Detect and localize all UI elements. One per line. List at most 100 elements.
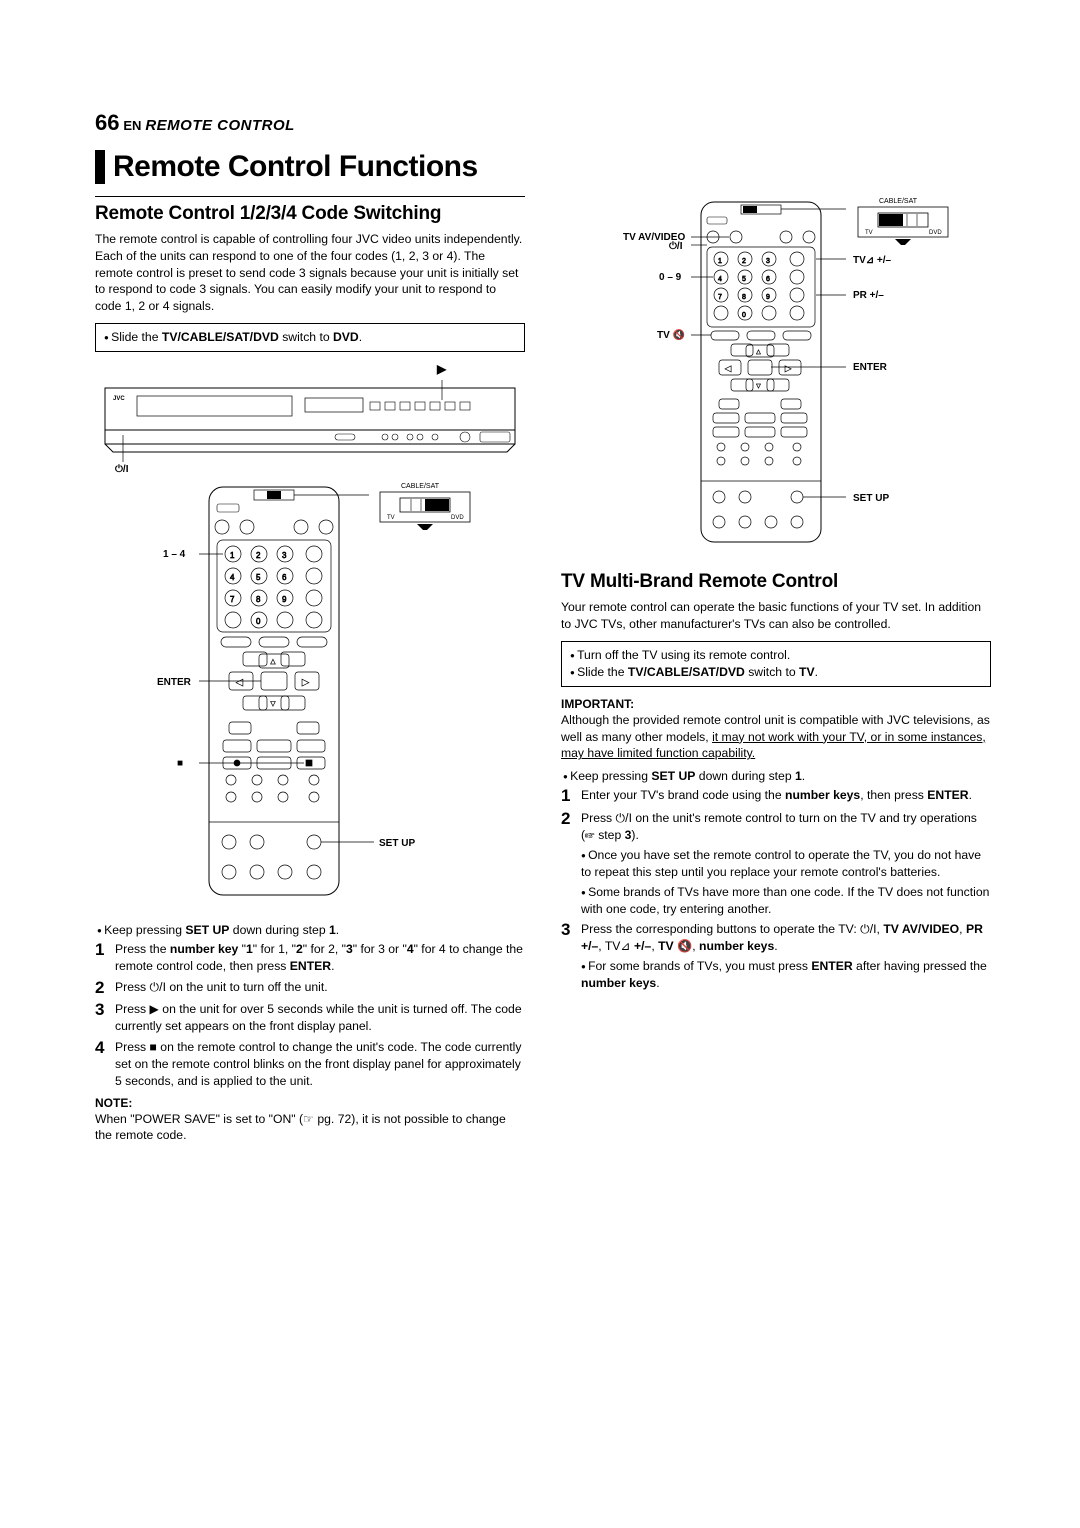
step-number: 2: [95, 979, 115, 998]
right-steps: Keep pressing SET UP down during step 1.…: [561, 768, 991, 992]
svg-text:CABLE/SAT: CABLE/SAT: [401, 483, 440, 490]
svg-text:1: 1: [230, 551, 235, 560]
right-intro: Your remote control can operate the basi…: [561, 599, 991, 633]
step-body: Press ⏻/I on the unit to turn off the un…: [115, 979, 525, 998]
step-number: 3: [95, 1001, 115, 1035]
step-number: 3: [561, 921, 581, 955]
label-setup-r: SET UP: [853, 493, 889, 504]
step-2: 2 Press ⏻/I on the unit to turn off the …: [95, 979, 525, 998]
step-3: 3 Press the corresponding buttons to ope…: [561, 921, 991, 955]
step-4: 4 Press ■ on the remote control to chang…: [95, 1039, 525, 1089]
svg-text:9: 9: [766, 294, 770, 301]
step-number: 1: [561, 787, 581, 806]
box-bold: TV/CABLE/SAT/DVD: [162, 330, 279, 344]
svg-text:5: 5: [256, 573, 261, 582]
box-text: .: [359, 330, 362, 344]
switch-zoom-left: CABLE/SAT TV DVD: [375, 480, 475, 530]
right-diagram: 1 2 3 4 5 6 7 8 9 0: [561, 197, 991, 557]
play-icon: ▶: [437, 362, 446, 376]
svg-text:CABLE/SAT: CABLE/SAT: [879, 198, 918, 205]
label-1-4: 1 – 4: [163, 549, 185, 560]
step-number: 1: [95, 941, 115, 975]
unit-drawing: JVC: [95, 380, 525, 470]
svg-text:DVD: DVD: [451, 515, 464, 521]
svg-text:▼: ▼: [269, 699, 277, 708]
left-steps: Keep pressing SET UP down during step 1.…: [95, 922, 525, 1089]
svg-text:4: 4: [718, 276, 722, 283]
svg-text:6: 6: [766, 276, 770, 283]
svg-text:◀: ◀: [725, 364, 732, 373]
box-text: Slide the: [111, 330, 162, 344]
svg-text:6: 6: [282, 573, 287, 582]
svg-text:5: 5: [742, 276, 746, 283]
svg-text:◀: ◀: [236, 677, 243, 687]
svg-text:DVD: DVD: [929, 230, 942, 236]
svg-text:3: 3: [282, 551, 287, 560]
svg-text:9: 9: [282, 595, 287, 604]
label-0-9: 0 – 9: [659, 272, 681, 283]
svg-text:1: 1: [718, 258, 722, 265]
step-body: Press ■ on the remote control to change …: [115, 1039, 525, 1089]
svg-text:7: 7: [718, 294, 722, 301]
left-diagram: ▶ JVC: [95, 362, 525, 912]
svg-text:JVC: JVC: [113, 396, 125, 402]
note-heading: NOTE:: [95, 1096, 525, 1110]
svg-text:TV: TV: [387, 515, 395, 521]
page-number: 66: [95, 110, 119, 135]
svg-text:3: 3: [766, 258, 770, 265]
lang-label: EN: [123, 118, 141, 133]
label-setup: SET UP: [379, 838, 415, 849]
svg-text:4: 4: [230, 573, 235, 582]
pre-step-note: Keep pressing SET UP down during step 1.: [563, 768, 991, 785]
box-text: switch to: [279, 330, 333, 344]
step-body: Enter your TV's brand code using the num…: [581, 787, 991, 806]
stop-icon: ■: [177, 758, 183, 769]
main-title: Remote Control Functions: [113, 150, 998, 184]
step-sub: Some brands of TVs have more than one co…: [581, 884, 991, 918]
box-bold: DVD: [333, 330, 359, 344]
svg-text:8: 8: [742, 294, 746, 301]
title-bar: Remote Control Functions: [95, 150, 998, 184]
note-body: When "POWER SAVE" is set to "ON" (☞ pg. …: [95, 1111, 525, 1145]
svg-text:0: 0: [742, 312, 746, 319]
svg-text:2: 2: [742, 258, 746, 265]
step-2: 2 Press ⏻/I on the unit's remote control…: [561, 810, 991, 844]
svg-text:TV: TV: [865, 230, 873, 236]
label-tv-vol: TV⊿ +/–: [853, 255, 891, 266]
svg-text:8: 8: [256, 595, 261, 604]
right-instruction-box: Turn off the TV using its remote control…: [561, 641, 991, 687]
remote-drawing-left: 1 2 3 4 5 6 7 8 9 0: [199, 482, 379, 902]
right-subhead: TV Multi-Brand Remote Control: [561, 571, 991, 593]
svg-text:7: 7: [230, 595, 235, 604]
step-1: 1 Enter your TV's brand code using the n…: [561, 787, 991, 806]
svg-text:2: 2: [256, 551, 261, 560]
label-tv-mute: TV 🔇: [657, 330, 685, 341]
step-number: 4: [95, 1039, 115, 1089]
right-column: 1 2 3 4 5 6 7 8 9 0: [561, 197, 991, 1144]
section-label: REMOTE CONTROL: [145, 117, 295, 134]
svg-text:0: 0: [256, 617, 261, 626]
svg-text:▶: ▶: [302, 677, 309, 687]
label-pr: PR +/–: [853, 290, 884, 301]
page-header: 66 EN REMOTE CONTROL: [95, 110, 998, 136]
step-body: Press ▶ on the unit for over 5 seconds w…: [115, 1001, 525, 1035]
left-column: Remote Control 1/2/3/4 Code Switching Th…: [95, 197, 525, 1144]
left-instruction-box: Slide the TV/CABLE/SAT/DVD switch to DVD…: [95, 323, 525, 352]
step-body: Press the corresponding buttons to opera…: [581, 921, 991, 955]
step-3: 3 Press ▶ on the unit for over 5 seconds…: [95, 1001, 525, 1035]
power-icon: ⏻/I: [669, 241, 682, 252]
important-body: Although the provided remote control uni…: [561, 712, 991, 762]
important-heading: IMPORTANT:: [561, 697, 991, 711]
left-intro: The remote control is capable of control…: [95, 231, 525, 315]
step-1: 1 Press the number key "1" for 1, "2" fo…: [95, 941, 525, 975]
pre-step-note: Keep pressing SET UP down during step 1.: [97, 922, 525, 939]
switch-zoom-right: CABLE/SAT TV DVD: [853, 195, 953, 245]
step-body: Press ⏻/I on the unit's remote control t…: [581, 810, 991, 844]
remote-drawing-right: 1 2 3 4 5 6 7 8 9 0: [691, 197, 851, 547]
svg-text:▲: ▲: [269, 657, 277, 666]
step-body: Press the number key "1" for 1, "2" for …: [115, 941, 525, 975]
label-enter: ENTER: [157, 677, 191, 688]
step-sub: Once you have set the remote control to …: [581, 847, 991, 881]
power-icon: ⏻/I: [115, 464, 128, 475]
step-sub: For some brands of TVs, you must press E…: [581, 958, 991, 992]
